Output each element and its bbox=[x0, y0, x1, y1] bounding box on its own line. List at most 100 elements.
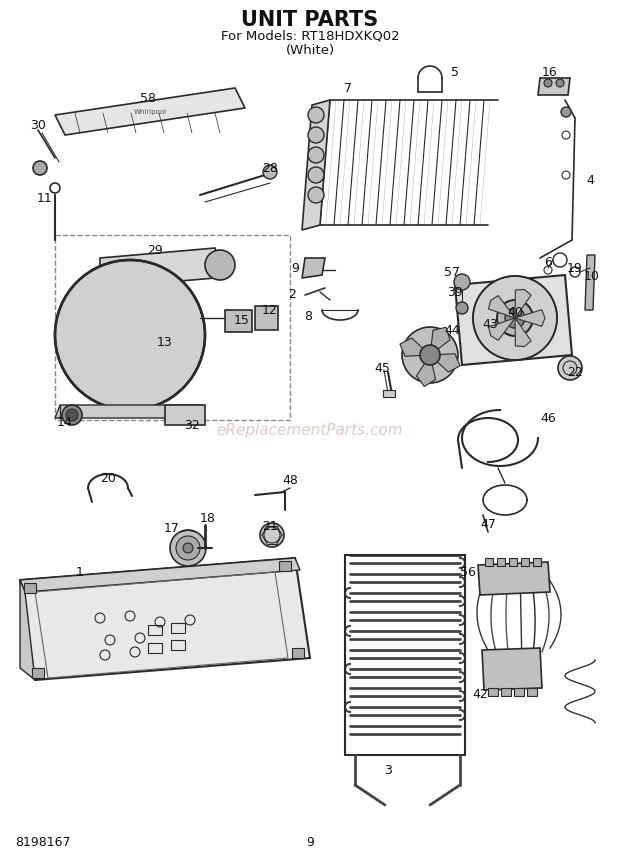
Text: 1: 1 bbox=[76, 566, 84, 579]
Polygon shape bbox=[489, 318, 515, 341]
Polygon shape bbox=[255, 306, 278, 330]
Polygon shape bbox=[165, 405, 205, 425]
Circle shape bbox=[62, 405, 82, 425]
Polygon shape bbox=[400, 338, 430, 356]
Text: 8198167: 8198167 bbox=[15, 836, 71, 849]
Bar bbox=[514, 688, 524, 696]
Polygon shape bbox=[489, 295, 515, 318]
Polygon shape bbox=[482, 648, 542, 690]
Circle shape bbox=[505, 308, 525, 328]
Circle shape bbox=[55, 260, 205, 410]
Circle shape bbox=[33, 161, 47, 175]
Polygon shape bbox=[515, 310, 545, 326]
Bar bbox=[521, 558, 529, 566]
Bar bbox=[485, 558, 493, 566]
Circle shape bbox=[558, 356, 582, 380]
Text: 28: 28 bbox=[262, 162, 278, 175]
Circle shape bbox=[454, 274, 470, 290]
Circle shape bbox=[66, 409, 78, 421]
Circle shape bbox=[263, 165, 277, 179]
Bar bbox=[32, 668, 44, 678]
Text: 32: 32 bbox=[184, 419, 200, 431]
Text: 6: 6 bbox=[544, 255, 552, 269]
Bar bbox=[148, 643, 162, 653]
Bar bbox=[279, 561, 291, 571]
Circle shape bbox=[308, 187, 324, 203]
Circle shape bbox=[402, 327, 458, 383]
Circle shape bbox=[497, 300, 533, 336]
Polygon shape bbox=[20, 558, 300, 592]
Polygon shape bbox=[20, 558, 310, 680]
Text: 11: 11 bbox=[37, 192, 53, 205]
Bar bbox=[148, 625, 162, 635]
Bar bbox=[292, 648, 304, 658]
Text: 43: 43 bbox=[482, 318, 498, 331]
Text: 40: 40 bbox=[507, 306, 523, 318]
Text: 8: 8 bbox=[304, 310, 312, 323]
Polygon shape bbox=[302, 258, 325, 278]
Text: 29: 29 bbox=[147, 243, 163, 257]
Polygon shape bbox=[55, 88, 245, 135]
Text: 9: 9 bbox=[291, 261, 299, 275]
Bar bbox=[171, 623, 185, 633]
Text: 48: 48 bbox=[282, 473, 298, 486]
Text: 42: 42 bbox=[472, 688, 488, 702]
Bar bbox=[527, 688, 537, 696]
Text: 47: 47 bbox=[480, 519, 496, 532]
Text: 13: 13 bbox=[157, 336, 173, 348]
Polygon shape bbox=[538, 78, 570, 95]
Circle shape bbox=[308, 127, 324, 143]
Text: (White): (White) bbox=[285, 44, 335, 56]
Bar bbox=[383, 390, 395, 397]
Text: eReplacementParts.com: eReplacementParts.com bbox=[216, 423, 404, 437]
Text: 5: 5 bbox=[451, 66, 459, 79]
Polygon shape bbox=[417, 355, 436, 387]
Polygon shape bbox=[478, 562, 550, 595]
Polygon shape bbox=[20, 580, 35, 680]
Circle shape bbox=[205, 250, 235, 280]
Circle shape bbox=[420, 345, 440, 365]
Text: 12: 12 bbox=[262, 304, 278, 317]
Text: 46: 46 bbox=[540, 412, 556, 425]
Text: 10: 10 bbox=[584, 270, 600, 282]
Polygon shape bbox=[302, 100, 330, 230]
Circle shape bbox=[183, 543, 193, 553]
Text: 3: 3 bbox=[384, 764, 392, 776]
Circle shape bbox=[456, 302, 468, 314]
Text: 22: 22 bbox=[567, 366, 583, 378]
Text: 7: 7 bbox=[344, 81, 352, 94]
Text: 20: 20 bbox=[100, 472, 116, 484]
Text: 9: 9 bbox=[306, 836, 314, 849]
Text: 45: 45 bbox=[374, 361, 390, 375]
Polygon shape bbox=[515, 318, 531, 347]
Circle shape bbox=[176, 536, 200, 560]
Bar bbox=[533, 558, 541, 566]
Circle shape bbox=[170, 530, 206, 566]
Text: 56: 56 bbox=[460, 566, 476, 579]
Polygon shape bbox=[225, 310, 252, 332]
Circle shape bbox=[544, 79, 552, 87]
Bar bbox=[501, 688, 511, 696]
Text: 44: 44 bbox=[444, 324, 460, 336]
Text: 16: 16 bbox=[542, 66, 558, 79]
Text: For Models: RT18HDXKQ02: For Models: RT18HDXKQ02 bbox=[221, 29, 399, 43]
Circle shape bbox=[308, 107, 324, 123]
Text: 19: 19 bbox=[567, 261, 583, 275]
Circle shape bbox=[308, 147, 324, 163]
Text: 21: 21 bbox=[262, 520, 278, 532]
Polygon shape bbox=[430, 327, 450, 355]
Polygon shape bbox=[585, 255, 595, 310]
Text: UNIT PARTS: UNIT PARTS bbox=[241, 10, 379, 30]
Text: 4: 4 bbox=[586, 174, 594, 187]
Bar bbox=[509, 558, 517, 566]
Text: 15: 15 bbox=[234, 313, 250, 326]
Circle shape bbox=[556, 79, 564, 87]
Text: 30: 30 bbox=[30, 118, 46, 132]
Polygon shape bbox=[455, 275, 572, 365]
Bar bbox=[497, 558, 505, 566]
Bar bbox=[24, 583, 36, 593]
Bar bbox=[171, 640, 185, 650]
Circle shape bbox=[260, 523, 284, 547]
Polygon shape bbox=[55, 405, 205, 418]
Text: 14: 14 bbox=[57, 415, 73, 429]
